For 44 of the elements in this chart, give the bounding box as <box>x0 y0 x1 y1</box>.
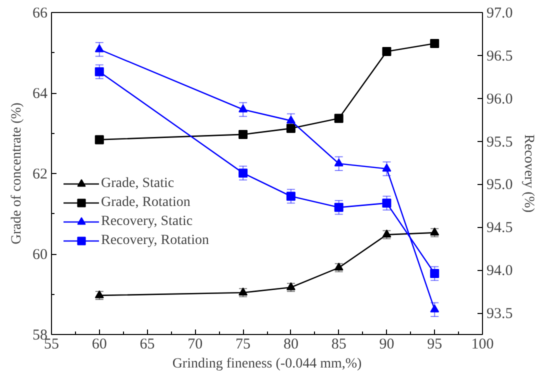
point <box>334 158 344 166</box>
x-tick-label: 60 <box>92 336 107 352</box>
y2-tick-label: 96.5 <box>486 48 513 64</box>
legend-label: Recovery, Static <box>101 212 193 230</box>
y2-tick-label: 95.5 <box>486 134 513 150</box>
y2-tick-label: 94.0 <box>486 263 513 280</box>
x-axis-title: Grinding fineness (-0.044 mm,%) <box>172 356 362 372</box>
point <box>334 202 344 212</box>
legend-label: Grade, Rotation <box>101 194 190 212</box>
y2-tick-label: 94.5 <box>486 220 513 236</box>
point <box>286 116 296 124</box>
point <box>238 288 248 296</box>
point <box>94 67 104 76</box>
y2-tick-label: 95.0 <box>486 177 513 194</box>
y2-tick-label: 93.5 <box>486 306 513 322</box>
x-tick-label: 80 <box>283 336 298 352</box>
point <box>430 269 440 278</box>
x-tick-label: 70 <box>188 336 203 352</box>
y-tick-label: 60 <box>32 247 48 263</box>
y2-axis-title: Recovery (%) <box>520 134 536 213</box>
point <box>94 44 104 52</box>
x-tick-label: 95 <box>427 336 442 352</box>
legend-label: Recovery, Rotation <box>101 232 209 250</box>
x-tick-label: 85 <box>331 336 346 352</box>
point <box>238 168 248 178</box>
x-tick-label: 65 <box>140 336 155 352</box>
point <box>382 198 392 208</box>
y-tick-label: 64 <box>32 86 48 102</box>
x-tick-label: 100 <box>471 336 494 352</box>
point <box>238 130 248 139</box>
legend-label: Grade, Static <box>101 174 174 192</box>
point <box>334 262 344 270</box>
x-tick-label: 75 <box>236 336 251 352</box>
y2-tick-label: 97.0 <box>486 6 513 22</box>
point <box>430 228 440 236</box>
point <box>382 230 392 238</box>
x-tick-label: 90 <box>379 336 394 352</box>
y-tick-label: 62 <box>32 166 48 182</box>
y-tick-label: 66 <box>32 6 48 22</box>
y-axis-title: Grade of concentrate (%) <box>10 102 24 244</box>
point <box>286 192 296 201</box>
y2-tick-label: 96.0 <box>486 91 513 108</box>
point <box>238 104 248 112</box>
point <box>382 164 392 172</box>
